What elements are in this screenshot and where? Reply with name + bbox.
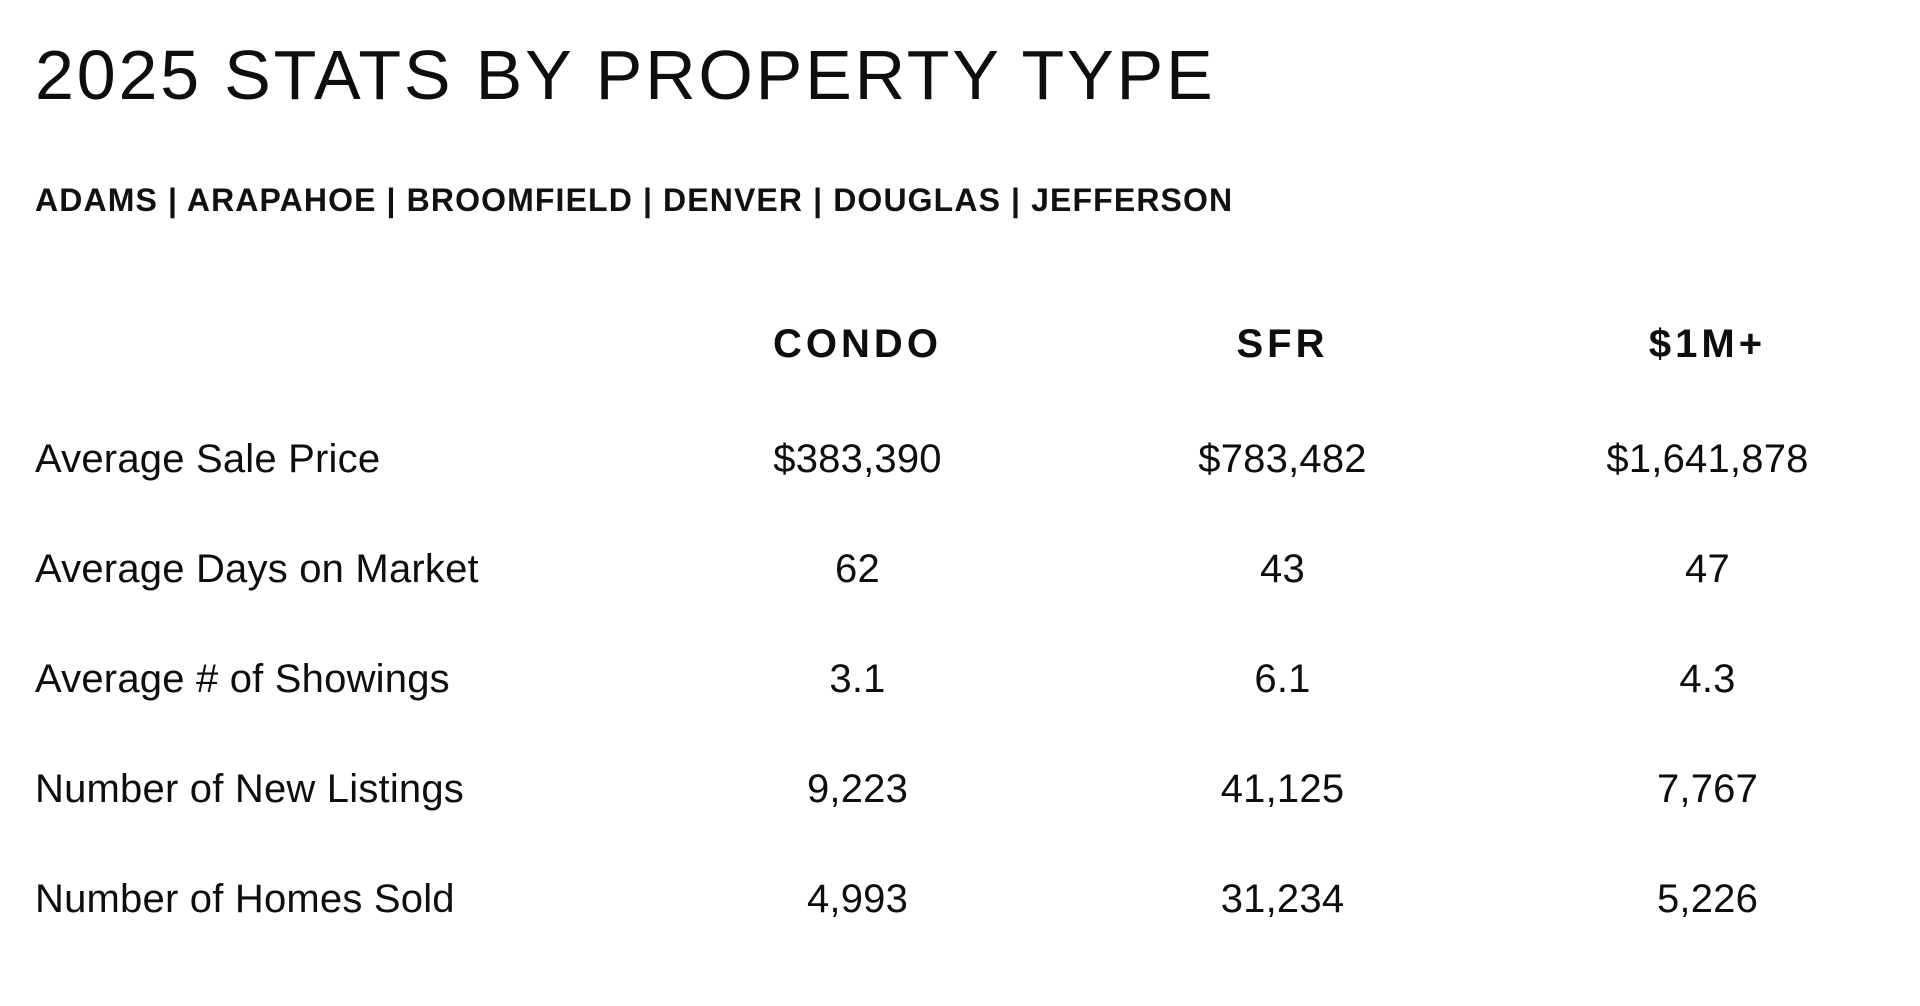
column-header-1m-plus: $1M+: [1648, 321, 1767, 366]
stats-table: CONDO SFR $1M+ Average Sale Price $383,3…: [35, 284, 1920, 954]
metric-label: Number of New Listings: [35, 766, 465, 811]
table-row-new-listings: Number of New Listings 9,223 41,125 7,76…: [35, 734, 1920, 844]
value-sfr: 31,234: [1220, 876, 1345, 921]
metric-label: Number of Homes Sold: [35, 876, 455, 921]
value-1m-plus: 47: [1685, 546, 1730, 591]
value-1m-plus: 7,767: [1656, 766, 1759, 811]
table-row-average-sale-price: Average Sale Price $383,390 $783,482 $1,…: [35, 404, 1920, 514]
header-cell-empty: [35, 284, 645, 404]
value-condo: $383,390: [773, 436, 942, 481]
metric-label: Average # of Showings: [35, 656, 450, 701]
page-title: 2025 STATS BY PROPERTY TYPE: [35, 36, 1216, 114]
value-sfr: $783,482: [1198, 436, 1367, 481]
value-sfr: 41,125: [1220, 766, 1345, 811]
header-row: CONDO SFR $1M+: [35, 284, 1920, 404]
value-condo: 9,223: [806, 766, 909, 811]
stats-table-header: CONDO SFR $1M+: [35, 284, 1920, 404]
value-condo: 62: [835, 546, 880, 591]
stats-page: 2025 STATS BY PROPERTY TYPE ADAMS | ARAP…: [35, 36, 1920, 954]
value-condo: 3.1: [829, 656, 886, 701]
value-condo: 4,993: [806, 876, 909, 921]
table-row-average-showings: Average # of Showings 3.1 6.1 4.3: [35, 624, 1920, 734]
table-row-homes-sold: Number of Homes Sold 4,993 31,234 5,226: [35, 844, 1920, 954]
column-header-condo: CONDO: [773, 321, 942, 366]
value-1m-plus: 5,226: [1656, 876, 1759, 921]
table-row-average-days-on-market: Average Days on Market 62 43 47: [35, 514, 1920, 624]
value-sfr: 43: [1260, 546, 1305, 591]
column-header-sfr: SFR: [1236, 321, 1329, 366]
value-1m-plus: $1,641,878: [1606, 436, 1809, 481]
metric-label: Average Sale Price: [35, 436, 381, 481]
county-list: ADAMS | ARAPAHOE | BROOMFIELD | DENVER |…: [35, 182, 1234, 218]
metric-label: Average Days on Market: [35, 546, 479, 591]
stats-table-body: Average Sale Price $383,390 $783,482 $1,…: [35, 404, 1920, 954]
value-1m-plus: 4.3: [1679, 656, 1736, 701]
value-sfr: 6.1: [1254, 656, 1311, 701]
